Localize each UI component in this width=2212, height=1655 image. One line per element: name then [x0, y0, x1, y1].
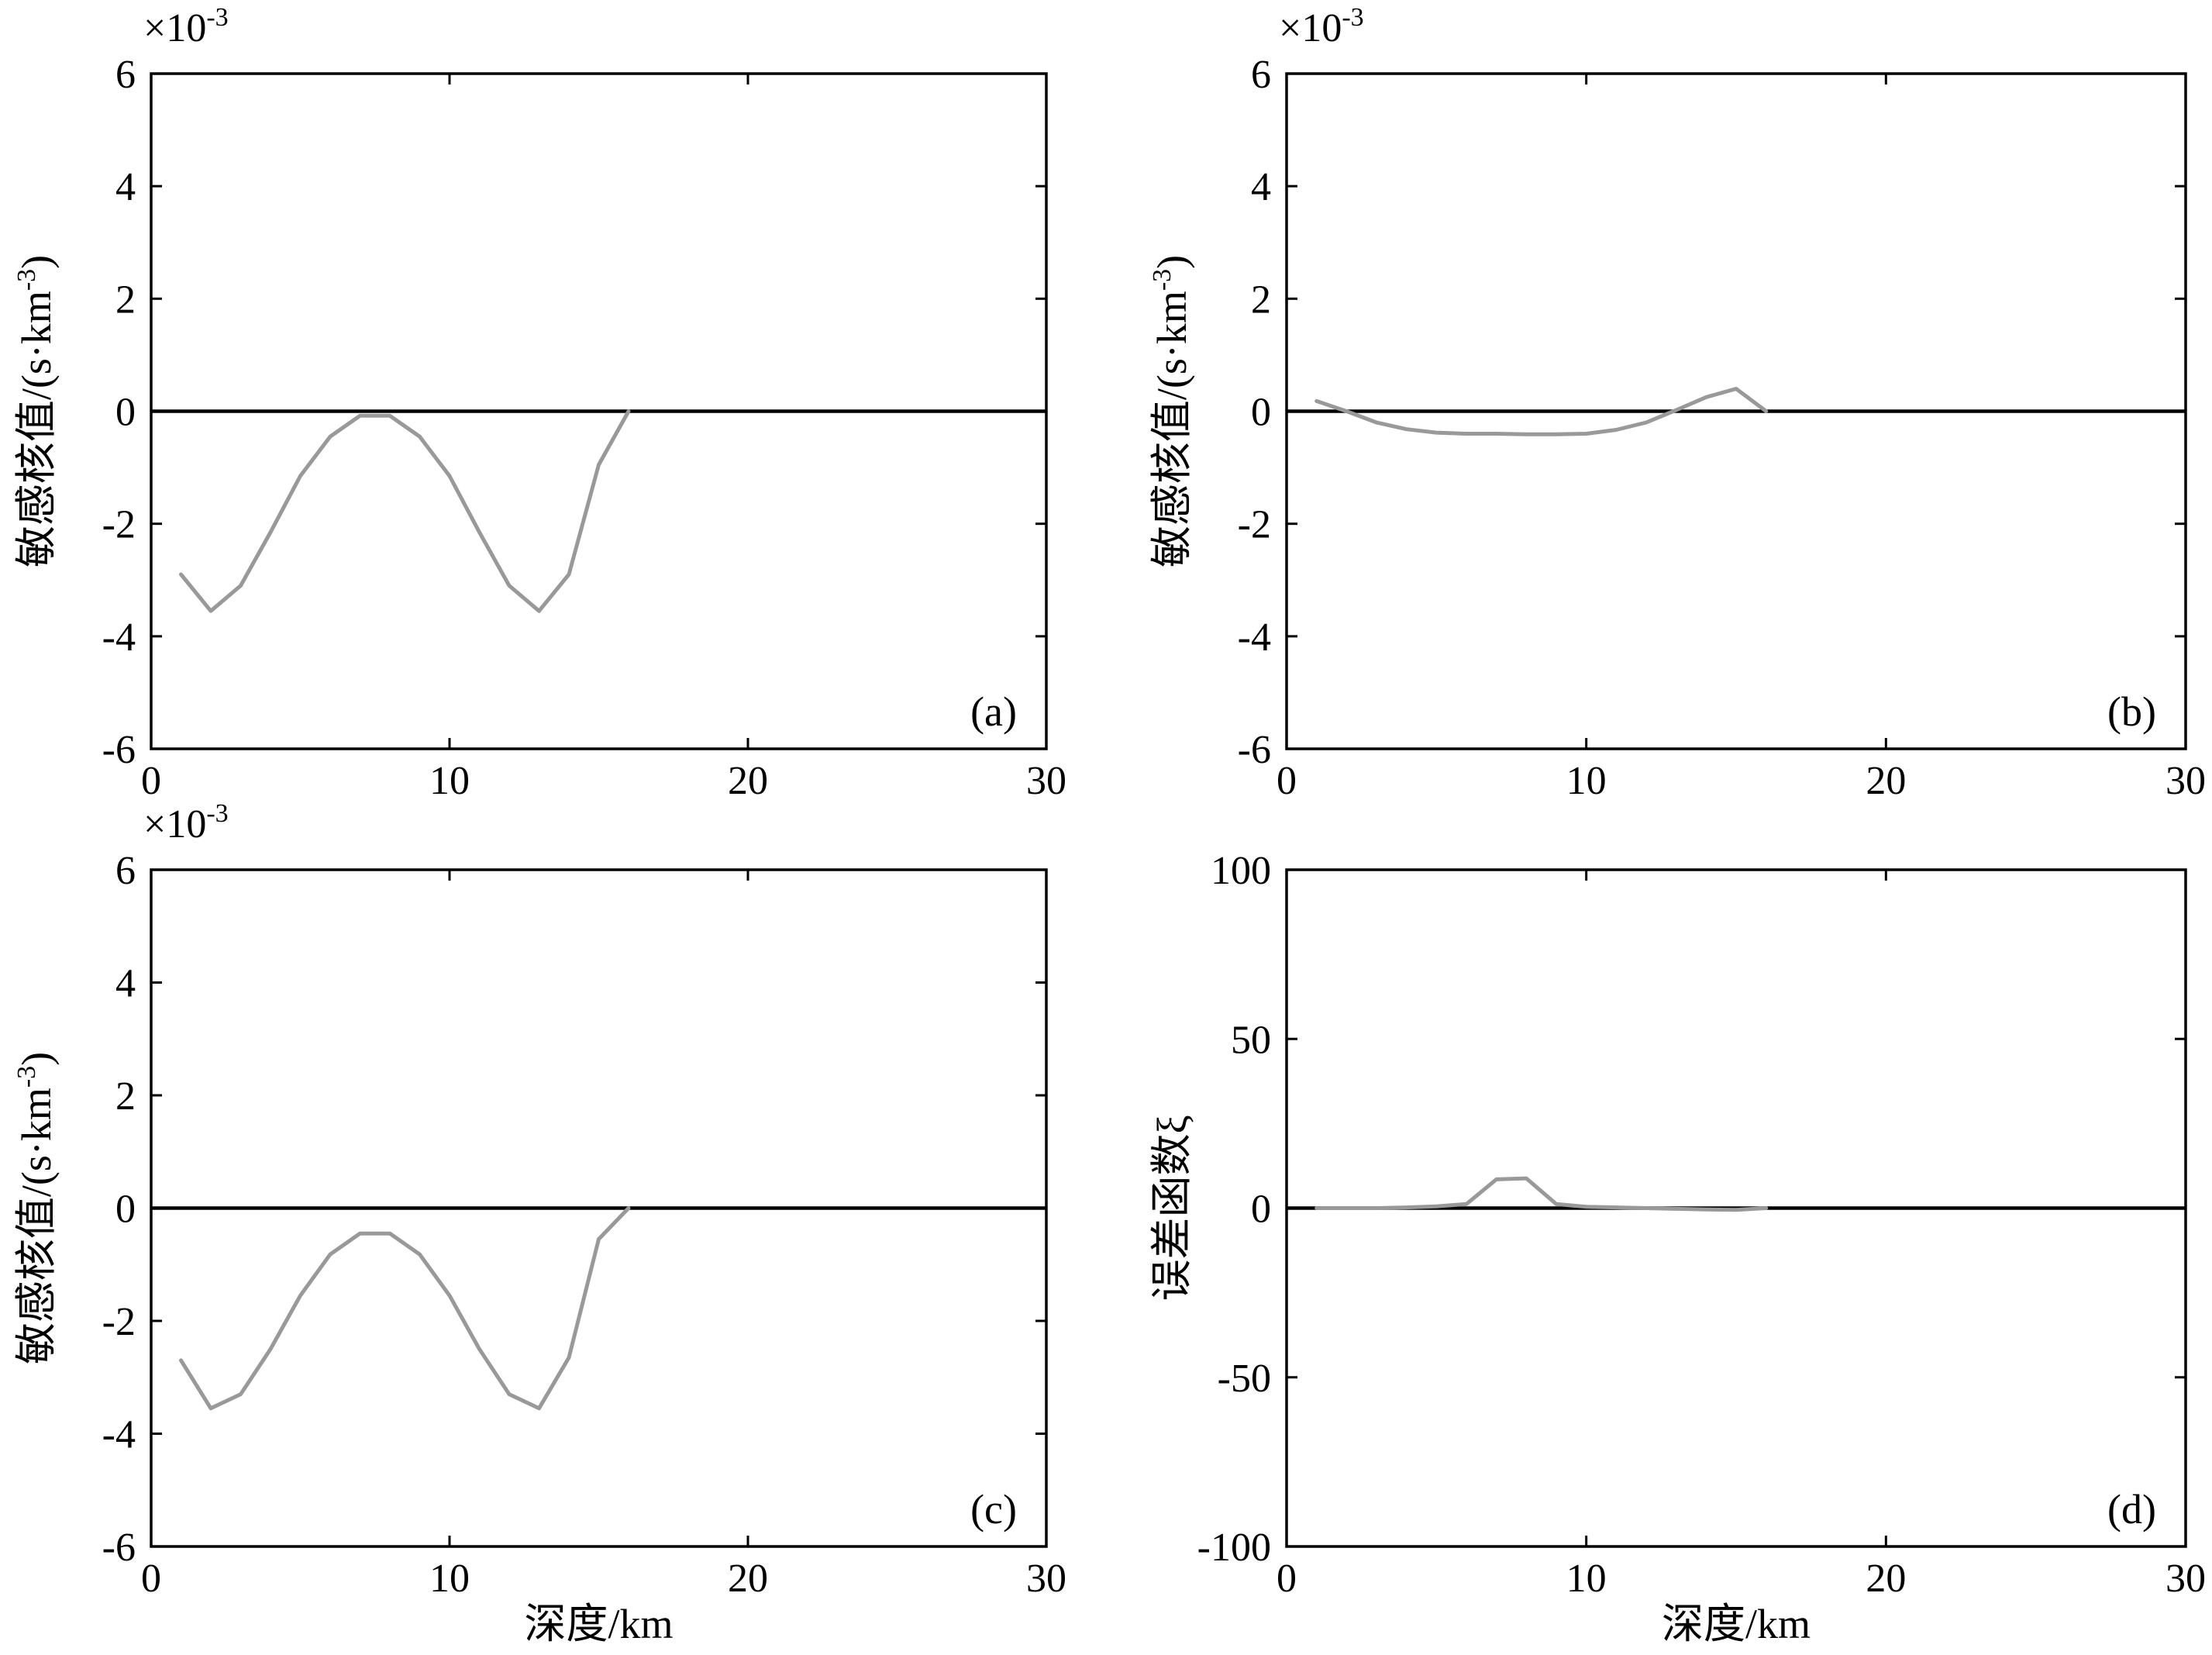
x-axis-title: 深度/km [1662, 1601, 1811, 1647]
x-tick-label: 30 [1026, 759, 1066, 803]
x-tick-label: 20 [728, 759, 768, 803]
x-tick-label: 30 [2165, 759, 2206, 803]
y-tick-label: 0 [115, 391, 136, 435]
x-tick-label: 10 [429, 759, 470, 803]
x-tick-label: 20 [1866, 1557, 1906, 1601]
y-tick-label: 6 [1251, 53, 1271, 97]
y-tick-label: 2 [115, 278, 136, 322]
y-tick-label: -2 [1238, 503, 1271, 547]
axis-multiplier: ×10-3 [143, 3, 229, 50]
y-tick-label: 2 [1251, 278, 1271, 322]
panel-b: 0 10 20 30 -6 -4 -2 0 2 4 6 (b) ×10-3 敏感核值/(s·km-3) [1148, 3, 2206, 803]
y-tick-label: 6 [115, 849, 136, 893]
y-tick-label: 4 [115, 962, 136, 1006]
y-tick-label: 50 [1231, 1018, 1271, 1062]
x-tick-label: 30 [2165, 1557, 2206, 1601]
y-tick-label: 2 [115, 1074, 136, 1119]
panel-label-d: (d) [2107, 1486, 2156, 1533]
panel-c: 0 10 20 30 -6 -4 -2 0 2 4 6 (c) ×10-3 敏感核值/(s·km-3) 深度… [12, 799, 1066, 1647]
y-tick-label: 100 [1211, 849, 1271, 893]
y-tick-label: 0 [1251, 391, 1271, 435]
axis-multiplier: ×10-3 [1279, 3, 1364, 50]
x-tick-label: 0 [141, 1557, 161, 1601]
y-tick-label: 4 [115, 165, 136, 209]
series-line-d [1314, 1176, 1769, 1212]
y-tick-label: 6 [115, 53, 136, 97]
panel-label-c: (c) [970, 1486, 1017, 1533]
y-axis-title: 敏感核值/(s·km-3) [1148, 255, 1195, 567]
panel-a: 0 10 20 30 -6 -4 -2 0 2 4 6 (a) ×10-3 敏感核值/(s·km-3) [12, 3, 1066, 803]
y-axis-title: 敏感核值/(s·km-3) [12, 255, 60, 567]
x-tick-label: 0 [1277, 1557, 1297, 1601]
y-tick-label: -4 [1238, 615, 1271, 660]
x-tick-label: 10 [1566, 1557, 1607, 1601]
x-tick-label: 20 [1866, 759, 1906, 803]
x-tick-label: 20 [728, 1557, 768, 1601]
y-tick-label: -50 [1218, 1357, 1271, 1401]
x-tick-label: 0 [1277, 759, 1297, 803]
y-tick-label: -4 [102, 1413, 136, 1457]
y-tick-label: -2 [102, 503, 136, 547]
panel-label-b: (b) [2107, 688, 2156, 735]
series-line-b [1314, 387, 1769, 436]
series-line-c [179, 1206, 631, 1411]
axis-multiplier: ×10-3 [143, 799, 229, 846]
y-tick-label: 4 [1251, 165, 1271, 209]
x-tick-label: 10 [1566, 759, 1607, 803]
y-tick-label: -6 [1238, 728, 1271, 772]
series-line-a [179, 409, 631, 613]
y-tick-label: -6 [102, 728, 136, 772]
y-tick-label: -2 [102, 1300, 136, 1344]
panel-label-a: (a) [970, 688, 1017, 735]
x-axis-title: 深度/km [524, 1601, 673, 1647]
y-tick-label: -6 [102, 1526, 136, 1570]
y-tick-label: 0 [1251, 1188, 1271, 1232]
y-axis-title: 敏感核值/(s·km-3) [12, 1052, 60, 1364]
y-tick-label: 0 [115, 1188, 136, 1232]
panel-d: 0 10 20 30 -100 -50 0 50 100 (d) 误差函数ξ 深度/km [1149, 849, 2206, 1647]
y-tick-label: -4 [102, 615, 136, 660]
y-tick-label: -100 [1197, 1526, 1271, 1570]
y-axis-title: 误差函数ξ [1149, 1115, 1195, 1301]
x-tick-label: 30 [1026, 1557, 1066, 1601]
x-tick-label: 10 [429, 1557, 470, 1601]
x-tick-label: 0 [141, 759, 161, 803]
